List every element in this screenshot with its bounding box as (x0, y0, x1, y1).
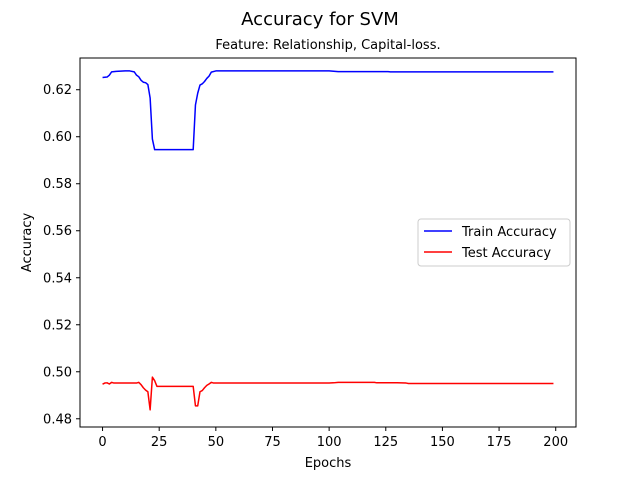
y-tick-label: 0.56 (43, 224, 72, 239)
x-tick-label: 0 (98, 435, 106, 450)
series-line-test-accuracy (102, 376, 554, 411)
x-tick-label: 175 (487, 435, 512, 450)
y-tick-label: 0.54 (43, 271, 72, 286)
legend: Train Accuracy Test Accuracy (417, 218, 571, 267)
x-tick-label: 200 (543, 435, 568, 450)
x-axis-label: Epochs (305, 456, 352, 471)
x-tick-label: 75 (264, 435, 281, 450)
x-tick-label: 50 (208, 435, 225, 450)
y-axis-label: Accuracy (20, 213, 35, 273)
plot-frame (79, 57, 577, 428)
x-tick-label: 25 (151, 435, 168, 450)
x-tick-label: 100 (317, 435, 342, 450)
y-tick-label: 0.48 (43, 412, 72, 427)
y-tick-label: 0.58 (43, 177, 72, 192)
y-tick-label: 0.52 (43, 318, 72, 333)
series-line-train-accuracy (102, 70, 554, 151)
legend-box (417, 218, 571, 267)
legend-label-train: Train Accuracy (461, 225, 557, 240)
x-tick-label: 150 (430, 435, 455, 450)
y-tick-label: 0.60 (43, 130, 72, 145)
chart-subtitle: Feature: Relationship, Capital-loss. (215, 38, 440, 53)
legend-label-test: Test Accuracy (461, 246, 551, 261)
y-tick-label: 0.62 (43, 83, 72, 98)
y-tick-label: 0.50 (43, 365, 72, 380)
series-lines-layer (102, 70, 554, 411)
chart-title: Accuracy for SVM (241, 9, 399, 30)
x-tick-label: 125 (373, 435, 398, 450)
ticks-layer: 0 25 50 75 100 125 150 175 200 0.48 0.50 0.52 0.54 0.… (43, 83, 568, 450)
